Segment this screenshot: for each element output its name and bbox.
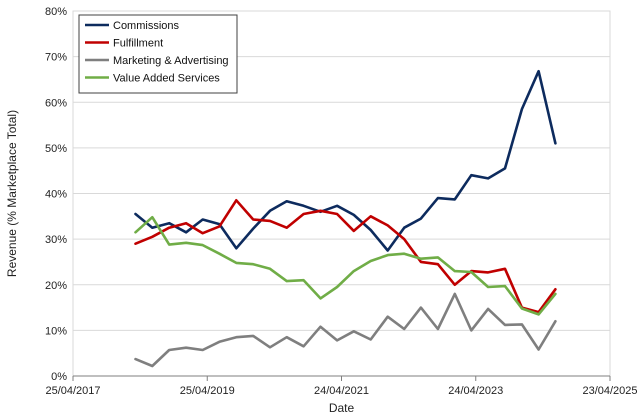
series-lines <box>134 69 557 368</box>
x-tick-label: 23/04/2025 <box>582 385 637 397</box>
y-tick-label: 40% <box>45 189 67 201</box>
x-tick-label: 24/04/2021 <box>314 385 369 397</box>
y-tick-label: 60% <box>45 97 67 109</box>
legend-label: Fulfillment <box>113 38 163 50</box>
y-tick-label: 50% <box>45 143 67 155</box>
legend-box <box>78 14 238 94</box>
y-tick-label: 80% <box>45 6 67 18</box>
y-tick-label: 20% <box>45 280 67 292</box>
legend: Commissions Fulfillment Marketing & Advert… <box>78 14 238 94</box>
x-tick-label: 25/04/2017 <box>45 385 100 397</box>
y-axis-title: Revenue (% Marketplace Total) <box>5 110 19 277</box>
legend-label: Value Added Services <box>113 73 220 85</box>
legend-label: Marketing & Advertising <box>113 55 229 67</box>
series-line-commissions <box>134 69 557 252</box>
y-tick-label: 10% <box>45 325 67 337</box>
y-tick-label: 70% <box>45 52 67 64</box>
x-tick-label: 24/04/2023 <box>448 385 503 397</box>
x-tick-label: 25/04/2019 <box>180 385 235 397</box>
legend-label: Commissions <box>113 20 180 32</box>
series-line-value-added-services <box>134 215 557 316</box>
axes: 0% 10% 20% 30% 40% 50% 60% 70% 80% 25/04/2017 25/0… <box>45 6 638 397</box>
series-line-fulfillment <box>134 199 557 314</box>
y-tick-label: 0% <box>51 371 67 383</box>
y-tick-label: 30% <box>45 234 67 246</box>
gridlines <box>73 10 610 331</box>
x-axis-title: Date <box>329 401 355 415</box>
series-line-marketing-advertising <box>134 292 557 368</box>
